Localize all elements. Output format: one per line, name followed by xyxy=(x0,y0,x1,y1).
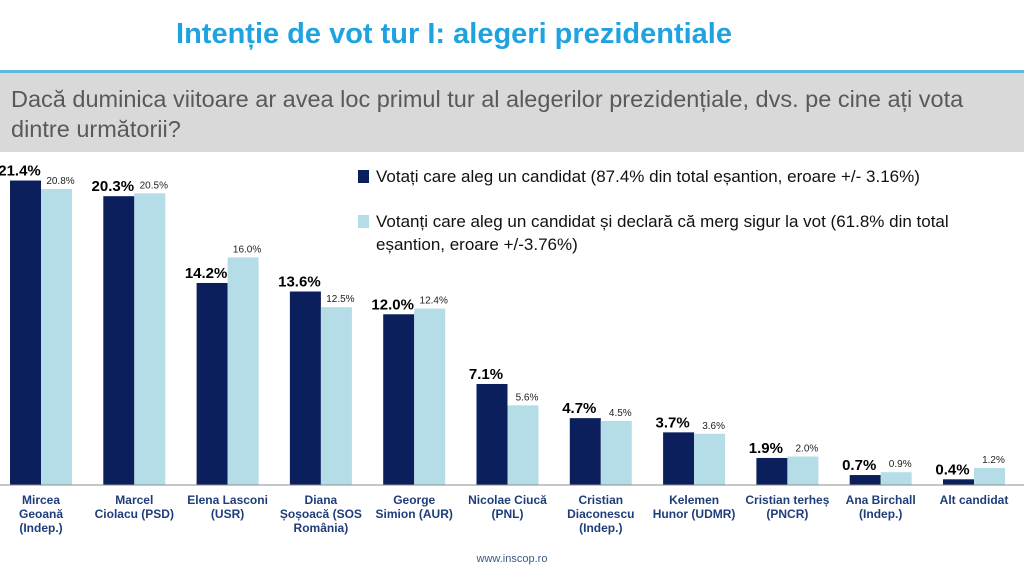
category-label-1: Marcel Ciolacu (PSD) xyxy=(95,493,174,521)
category-label-line: (PNL) xyxy=(492,507,524,521)
category-label-line: Marcel xyxy=(115,493,153,507)
category-label-line: Cristian xyxy=(578,493,623,507)
category-label-2: Elena Lasconi (USR) xyxy=(187,493,268,521)
bar-2-2 xyxy=(227,257,259,485)
category-label-line: Elena Lasconi xyxy=(187,493,268,507)
category-label-4: George Simion (AUR) xyxy=(376,493,453,521)
category-label-6: Cristian Diaconescu (Indep.) xyxy=(567,493,634,535)
category-label-line: Diaconescu xyxy=(567,507,634,521)
bar-2-1 xyxy=(134,193,166,485)
category-label-line: (Indep.) xyxy=(19,521,62,535)
legend-label-series-2: Votanți care aleg un candidat și declară… xyxy=(376,212,949,254)
bar-2-0 xyxy=(41,189,72,485)
bar-1-7 xyxy=(663,432,695,485)
legend-series-1: Votați care aleg un candidat (87.4% din … xyxy=(358,165,1008,188)
value-label-1-7: 3.7% xyxy=(655,414,689,431)
category-label-line: Ana Birchall xyxy=(846,493,916,507)
bar-1-0 xyxy=(10,180,41,485)
value-label-1-10: 0.4% xyxy=(935,461,969,478)
bar-2-8 xyxy=(787,456,819,485)
category-labels-layer: Mircea Geoană (Indep.)Marcel Ciolacu (PSD)E… xyxy=(19,493,1008,535)
value-label-2-5: 5.6% xyxy=(516,392,539,403)
bar-1-3 xyxy=(289,291,321,485)
category-label-line: România) xyxy=(294,521,349,535)
category-label-line: George xyxy=(393,493,435,507)
bar-1-4 xyxy=(383,314,415,485)
bar-2-10 xyxy=(974,467,1005,485)
value-label-2-4: 12.4% xyxy=(420,296,448,307)
value-label-2-1: 20.5% xyxy=(140,180,168,191)
value-label-2-10: 1.2% xyxy=(982,455,1005,466)
category-label-line: Ciolacu (PSD) xyxy=(95,507,174,521)
category-label-line: Simion (AUR) xyxy=(376,507,453,521)
category-label-3: Diana Șoșoacă (SOS România) xyxy=(280,493,362,535)
bar-1-6 xyxy=(569,418,601,485)
value-label-1-0: 21.4% xyxy=(0,163,41,180)
value-label-2-8: 2.0% xyxy=(796,444,819,455)
bar-2-7 xyxy=(694,433,726,485)
bar-2-5 xyxy=(507,405,539,485)
value-label-1-1: 20.3% xyxy=(92,178,135,195)
value-label-1-5: 7.1% xyxy=(469,366,503,383)
value-label-1-6: 4.7% xyxy=(562,400,596,417)
category-label-line: (PNCR) xyxy=(766,507,808,521)
bar-2-9 xyxy=(880,472,912,485)
survey-question: Dacă duminica viitoare ar avea loc primu… xyxy=(11,86,964,142)
bar-1-2 xyxy=(196,282,228,485)
category-label-line: Mircea xyxy=(22,493,60,507)
value-label-1-8: 1.9% xyxy=(749,440,783,457)
bar-2-4 xyxy=(414,308,446,485)
legend-series-2: Votanți care aleg un candidat și declară… xyxy=(358,210,1008,256)
bar-1-8 xyxy=(756,457,788,485)
value-label-1-3: 13.6% xyxy=(278,274,321,291)
question-panel xyxy=(0,73,1024,152)
value-labels-layer: 21.4% 20.8% 20.3% 20.5% 14.2% 16.0% 13.6% 12.5%… xyxy=(0,163,1005,479)
title-divider xyxy=(0,70,1024,73)
category-label-line: Cristian terheș xyxy=(745,493,829,507)
page-title: Intenție de vot tur I: alegeri prezident… xyxy=(176,18,732,50)
category-label-7: Kelemen Hunor (UDMR) xyxy=(653,493,736,521)
category-label-line: (Indep.) xyxy=(859,507,902,521)
bar-1-5 xyxy=(476,383,508,485)
category-label-5: Nicolae Ciucă (PNL) xyxy=(468,493,547,521)
category-label-line: (Indep.) xyxy=(579,521,622,535)
legend-swatch-series-1 xyxy=(358,170,369,183)
value-label-2-3: 12.5% xyxy=(326,294,354,305)
category-label-9: Ana Birchall (Indep.) xyxy=(846,493,916,521)
category-label-line: Nicolae Ciucă xyxy=(468,493,547,507)
category-label-line: Șoșoacă (SOS xyxy=(280,507,362,521)
bars-layer xyxy=(10,180,1005,485)
bar-1-9 xyxy=(849,475,881,485)
bar-1-1 xyxy=(103,196,135,485)
category-label-line: (USR) xyxy=(211,507,244,521)
value-label-2-0: 20.8% xyxy=(46,176,74,187)
value-label-2-2: 16.0% xyxy=(233,244,261,255)
category-label-line: Kelemen xyxy=(669,493,719,507)
legend-label-series-1: Votați care aleg un candidat (87.4% din … xyxy=(376,167,920,186)
category-label-0: Mircea Geoană (Indep.) xyxy=(19,493,63,535)
value-label-2-6: 4.5% xyxy=(609,408,632,419)
footer-url: www.inscop.ro xyxy=(476,553,548,565)
category-label-line: Hunor (UDMR) xyxy=(653,507,736,521)
value-label-1-2: 14.2% xyxy=(185,265,228,282)
category-label-line: Alt candidat xyxy=(940,493,1009,507)
legend-swatch-series-2 xyxy=(358,215,369,228)
bar-2-6 xyxy=(600,420,632,485)
bar-1-10 xyxy=(943,479,974,485)
value-label-2-7: 3.6% xyxy=(702,421,725,432)
category-label-10: Alt candidat xyxy=(940,493,1009,507)
value-label-1-4: 12.0% xyxy=(371,296,414,313)
category-label-line: Diana xyxy=(305,493,338,507)
bar-2-3 xyxy=(320,307,352,485)
value-label-1-9: 0.7% xyxy=(842,457,876,474)
value-label-2-9: 0.9% xyxy=(889,459,912,470)
category-label-8: Cristian terheș (PNCR) xyxy=(745,493,829,521)
category-label-line: Geoană xyxy=(19,507,63,521)
